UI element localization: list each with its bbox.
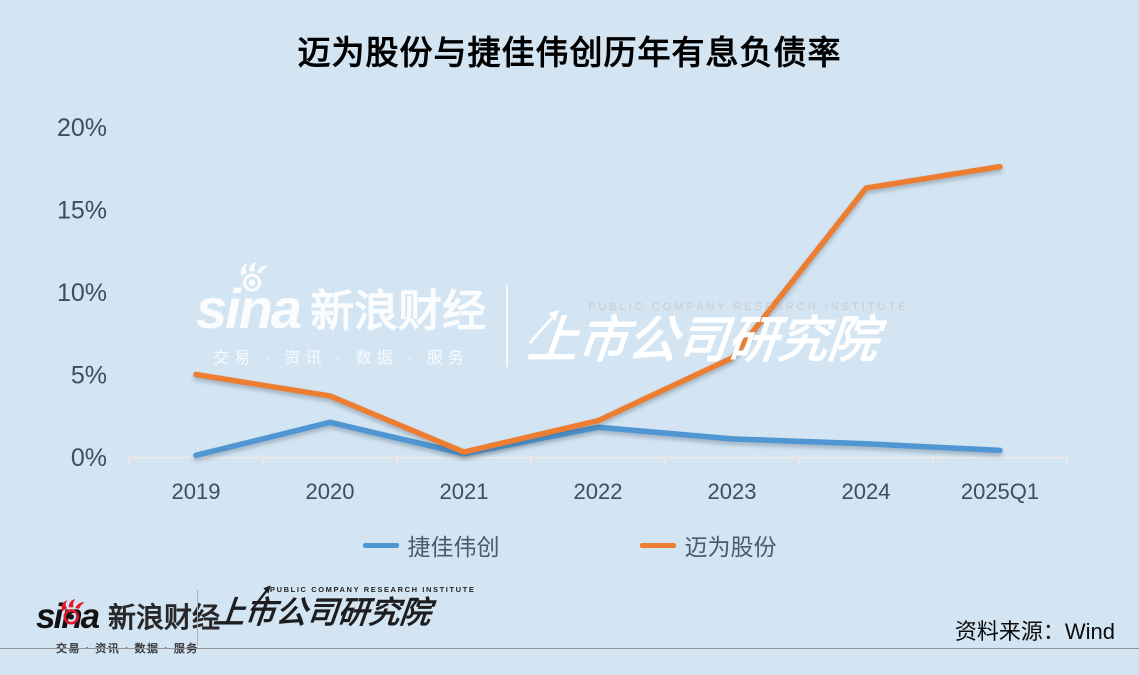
data-source-label: 资料来源：Wind [954, 619, 1115, 644]
y-axis-tick-label: 0% [71, 444, 107, 472]
footer-sina-logo: sina 新浪财经 交易 · 资讯 · 数据 · 服务 [36, 585, 220, 656]
legend-label: 迈为股份 [684, 534, 777, 560]
footer-institute-name: 上市公司研究院 [212, 585, 477, 631]
footer-institute-logo: PUBLIC COMPANY RESEARCH INSTITUTE 上市公司研究… [212, 585, 477, 631]
footer-institute-caption: PUBLIC COMPANY RESEARCH INSTITUTE [270, 585, 476, 594]
footer-sina-eye-icon [61, 599, 85, 625]
footer-arrow-up-icon [250, 585, 271, 612]
footer-divider-line [0, 648, 1139, 649]
y-axis-tick-label: 20% [57, 114, 107, 142]
footer-sina-wordmark: sina [36, 597, 100, 636]
y-axis-tick-label: 5% [71, 362, 107, 390]
y-axis-tick-label: 15% [57, 197, 107, 225]
chart-title: 迈为股份与捷佳伟创历年有息负债率 [297, 34, 842, 71]
chart-legend: 捷佳伟创 迈为股份 [0, 528, 1139, 562]
line-chart: 0% 5% 10% 15% 20% 2019 2020 2021 2022 2023 2024 202… [57, 114, 1068, 504]
series-line-迈为股份 [193, 163, 1003, 455]
x-axis-tick-label: 2019 [172, 479, 221, 504]
legend-swatch [639, 542, 676, 548]
x-axis-tick-label: 2020 [306, 479, 355, 504]
y-axis-tick-label: 10% [57, 279, 107, 307]
footer-sina-brand: 新浪财经 [108, 602, 221, 634]
legend-swatch [362, 542, 399, 548]
legend-label: 捷佳伟创 [407, 534, 500, 560]
footer-sina-slogan: 交易 · 资讯 · 数据 · 服务 [56, 643, 199, 655]
x-axis-tick-label: 2021 [440, 479, 489, 504]
legend-item: 捷佳伟创 [362, 528, 500, 562]
x-axis-tick-label: 2023 [708, 479, 757, 504]
legend-item: 迈为股份 [639, 528, 777, 562]
x-axis-tick-label: 2022 [574, 479, 623, 504]
series-line-捷佳伟创 [193, 419, 1003, 459]
x-axis-tick-label: 2024 [842, 479, 891, 504]
footer-logo-divider [197, 590, 198, 646]
x-axis-tick-label: 2025Q1 [961, 479, 1039, 504]
